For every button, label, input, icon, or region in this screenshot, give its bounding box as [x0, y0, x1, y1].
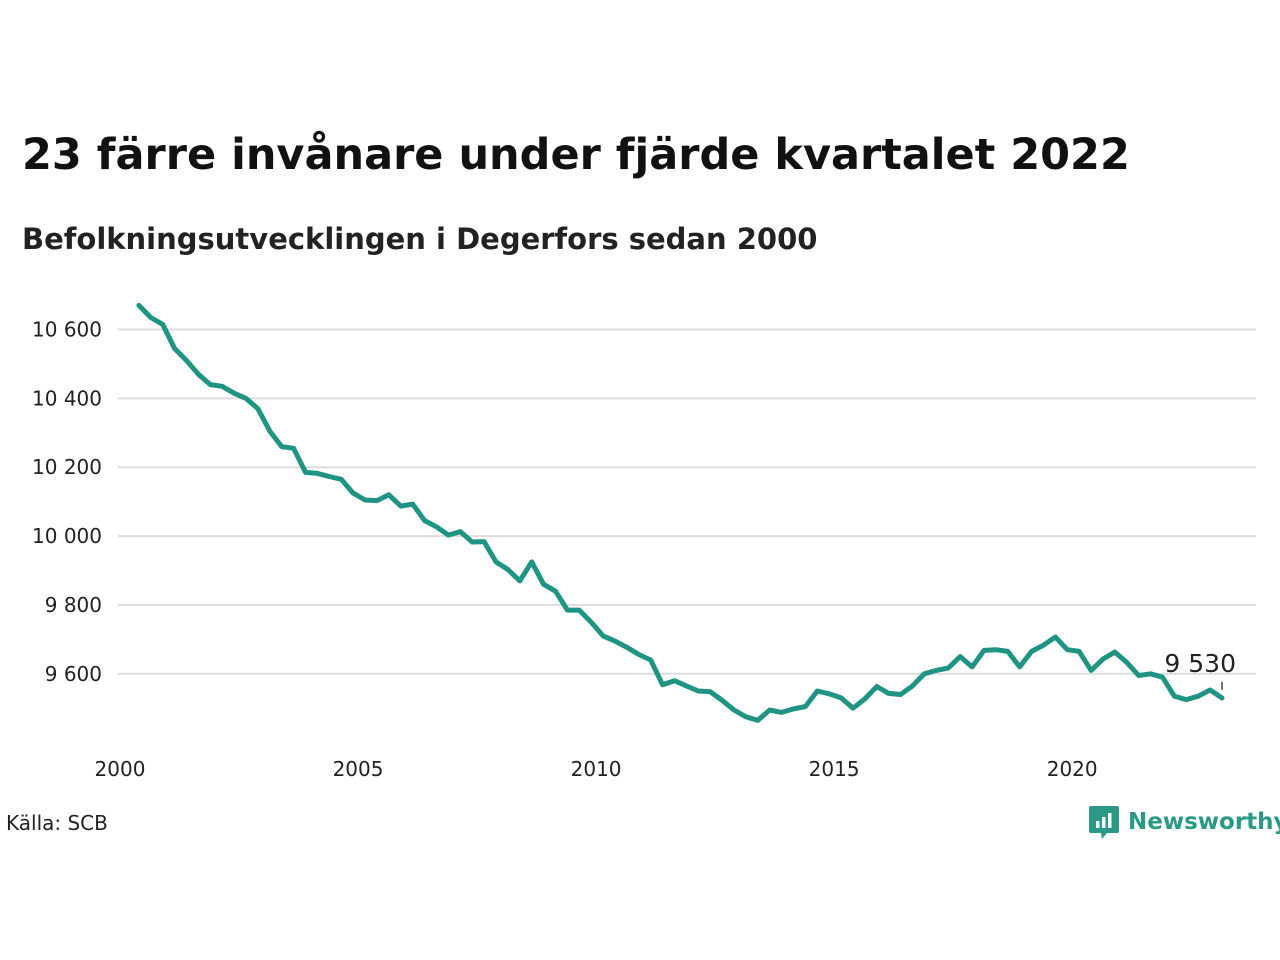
x-tick-label: 2015 — [809, 757, 860, 781]
source-note: Källa: SCB — [6, 811, 108, 835]
y-tick-label: 9 600 — [45, 662, 102, 686]
brand-name: Newsworthy — [1128, 809, 1280, 835]
y-tick-label: 9 800 — [45, 593, 102, 617]
last-value-annotation: 9 530 — [1164, 649, 1236, 690]
x-tick-label: 2000 — [95, 757, 146, 781]
chart-title: 23 färre invånare under fjärde kvartalet… — [22, 130, 1130, 180]
y-tick-label: 10 200 — [32, 455, 102, 479]
x-axis-tick-labels: 2000 2005 2010 2015 2020 — [95, 757, 1098, 781]
y-tick-label: 10 000 — [32, 524, 102, 548]
y-tick-label: 10 400 — [32, 386, 102, 410]
chart-subtitle: Befolkningsutvecklingen i Degerfors seda… — [22, 222, 818, 256]
x-tick-label: 2010 — [571, 757, 622, 781]
x-tick-label: 2005 — [333, 757, 384, 781]
last-value-label: 9 530 — [1164, 649, 1236, 678]
y-tick-label: 10 600 — [32, 318, 102, 342]
brand-logo[interactable]: Newsworthy — [1088, 804, 1280, 840]
newsworthy-logo-icon — [1089, 806, 1119, 839]
x-tick-label: 2020 — [1047, 757, 1098, 781]
series-line-group — [136, 302, 1225, 723]
y-axis-tick-labels: 9 600 9 800 10 000 10 200 10 400 10 600 — [32, 318, 102, 686]
grid-lines — [118, 328, 1256, 675]
population-series-line — [136, 302, 1225, 723]
